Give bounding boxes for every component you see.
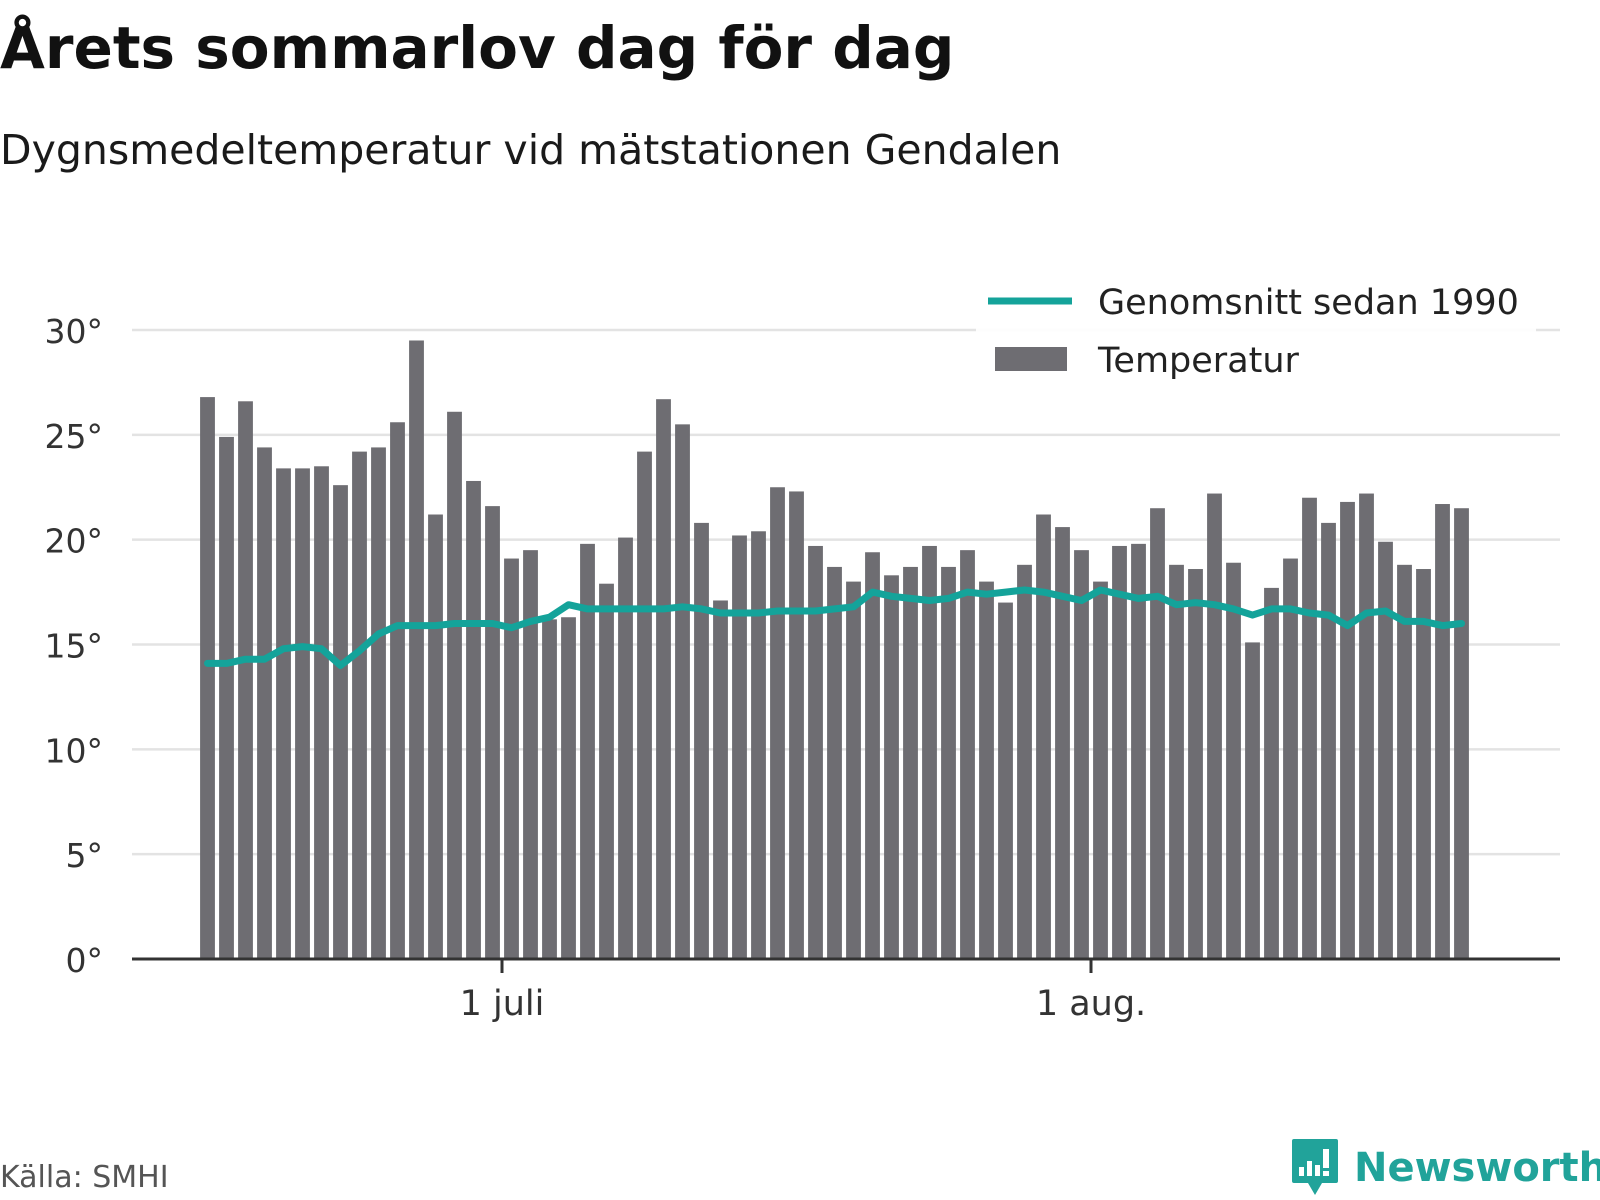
temperature-bar [656,399,671,959]
temperature-bar [257,447,272,959]
temperature-bar [1302,497,1317,959]
temperature-bar [789,491,804,959]
temperature-bar [1264,587,1279,959]
temperature-bar [1378,541,1393,959]
temperature-bar [1359,493,1374,959]
temperature-bar [409,340,424,959]
temperature-bar [1416,569,1431,959]
x-tick-label: 1 aug. [1036,984,1146,1024]
temperature-bar [371,447,386,959]
y-tick-label: 20° [45,522,104,561]
temperature-bar [428,514,443,959]
temperature-bar [732,535,747,959]
temperature-bar [1112,545,1127,959]
temperature-bar [1435,504,1450,959]
legend-background [976,272,1536,390]
temperature-bar [751,531,766,959]
average-line-layer [204,586,1465,669]
temperature-bar [1093,581,1108,959]
temperature-bar [1074,550,1089,959]
y-tick-label: 15° [45,627,104,666]
temperature-bar [827,566,842,959]
newsworthy-logo: Newsworthy [1290,1137,1600,1199]
x-tick-label: 1 juli [460,984,545,1024]
temperature-bar [295,468,310,959]
temperature-bar [1454,508,1469,959]
y-tick-label: 25° [45,417,104,456]
chart-subtitle: Dygnsmedeltemperatur vid mätstationen Ge… [0,126,1062,174]
temperature-bar [580,543,595,959]
temperature-bar [618,537,633,959]
temperature-bar [1055,527,1070,959]
temperature-bar [1245,642,1260,959]
temperature-bar [808,545,823,959]
temperature-bar [941,566,956,959]
temperature-bar [542,619,557,959]
legend-label: Temperatur [1097,341,1300,381]
temperature-chart: 0° 5° 10° 15° 20° 25° 30° 1 juli 1 aug. Genomsn… [44,272,1560,1024]
temperature-bar [903,566,918,959]
y-tick-label: 5° [66,836,104,875]
temperature-bar [523,550,538,959]
temperature-bar [713,600,728,959]
temperature-bar [485,506,500,959]
temperature-bar [1283,558,1298,959]
temperature-bar [599,583,614,959]
temperature-bar [390,422,405,960]
temperature-bar [1017,564,1032,959]
chart-title: Årets sommarlov dag för dag [0,14,955,82]
temperature-bar [694,522,709,959]
temperature-bar [1036,514,1051,959]
temperature-bar [884,575,899,959]
temperature-bar [1397,564,1412,959]
temperature-bar [846,581,861,959]
temperature-bar [1131,543,1146,959]
temperature-bar [276,468,291,959]
legend: Genomsnitt sedan 1990 Temperatur [976,272,1536,390]
temperature-bars [200,340,1469,960]
legend-label: Genomsnitt sedan 1990 [1098,283,1519,323]
temperature-bar [998,602,1013,959]
y-tick-label: 0° [66,941,104,980]
average-line [204,586,1465,669]
temperature-bar [504,558,519,959]
temperature-bar [1150,508,1165,959]
temperature-bar [333,485,348,959]
temperature-bar [200,397,215,959]
temperature-bar [1188,569,1203,959]
temperature-bar [960,550,975,959]
temperature-bar [922,545,937,959]
temperature-bar [1321,522,1336,959]
temperature-bar [1207,493,1222,959]
y-axis-ticks: 0° 5° 10° 15° 20° 25° 30° [45,312,104,980]
temperature-bar [466,480,481,959]
temperature-bar [865,552,880,959]
temperature-bar [447,411,462,959]
temperature-bar [1340,501,1355,959]
newsworthy-logo-icon [1292,1139,1338,1195]
x-axis: 1 juli 1 aug. [132,957,1560,1024]
brand-name: Newsworthy [1354,1145,1600,1191]
temperature-bar [561,617,576,959]
temperature-bar [770,487,785,959]
temperature-bar [979,581,994,959]
source-note: Källa: SMHI [0,1160,169,1195]
temperature-bar [1226,562,1241,959]
temperature-bar [238,401,253,960]
temperature-bar [637,451,652,959]
temperature-bar [219,436,234,959]
temperature-bar [352,451,367,959]
temperature-bar [675,424,690,960]
y-tick-label: 10° [45,731,104,770]
legend-bar-swatch [995,347,1067,371]
y-tick-label: 30° [45,312,104,351]
temperature-bar [1169,564,1184,959]
temperature-bar [314,466,329,959]
